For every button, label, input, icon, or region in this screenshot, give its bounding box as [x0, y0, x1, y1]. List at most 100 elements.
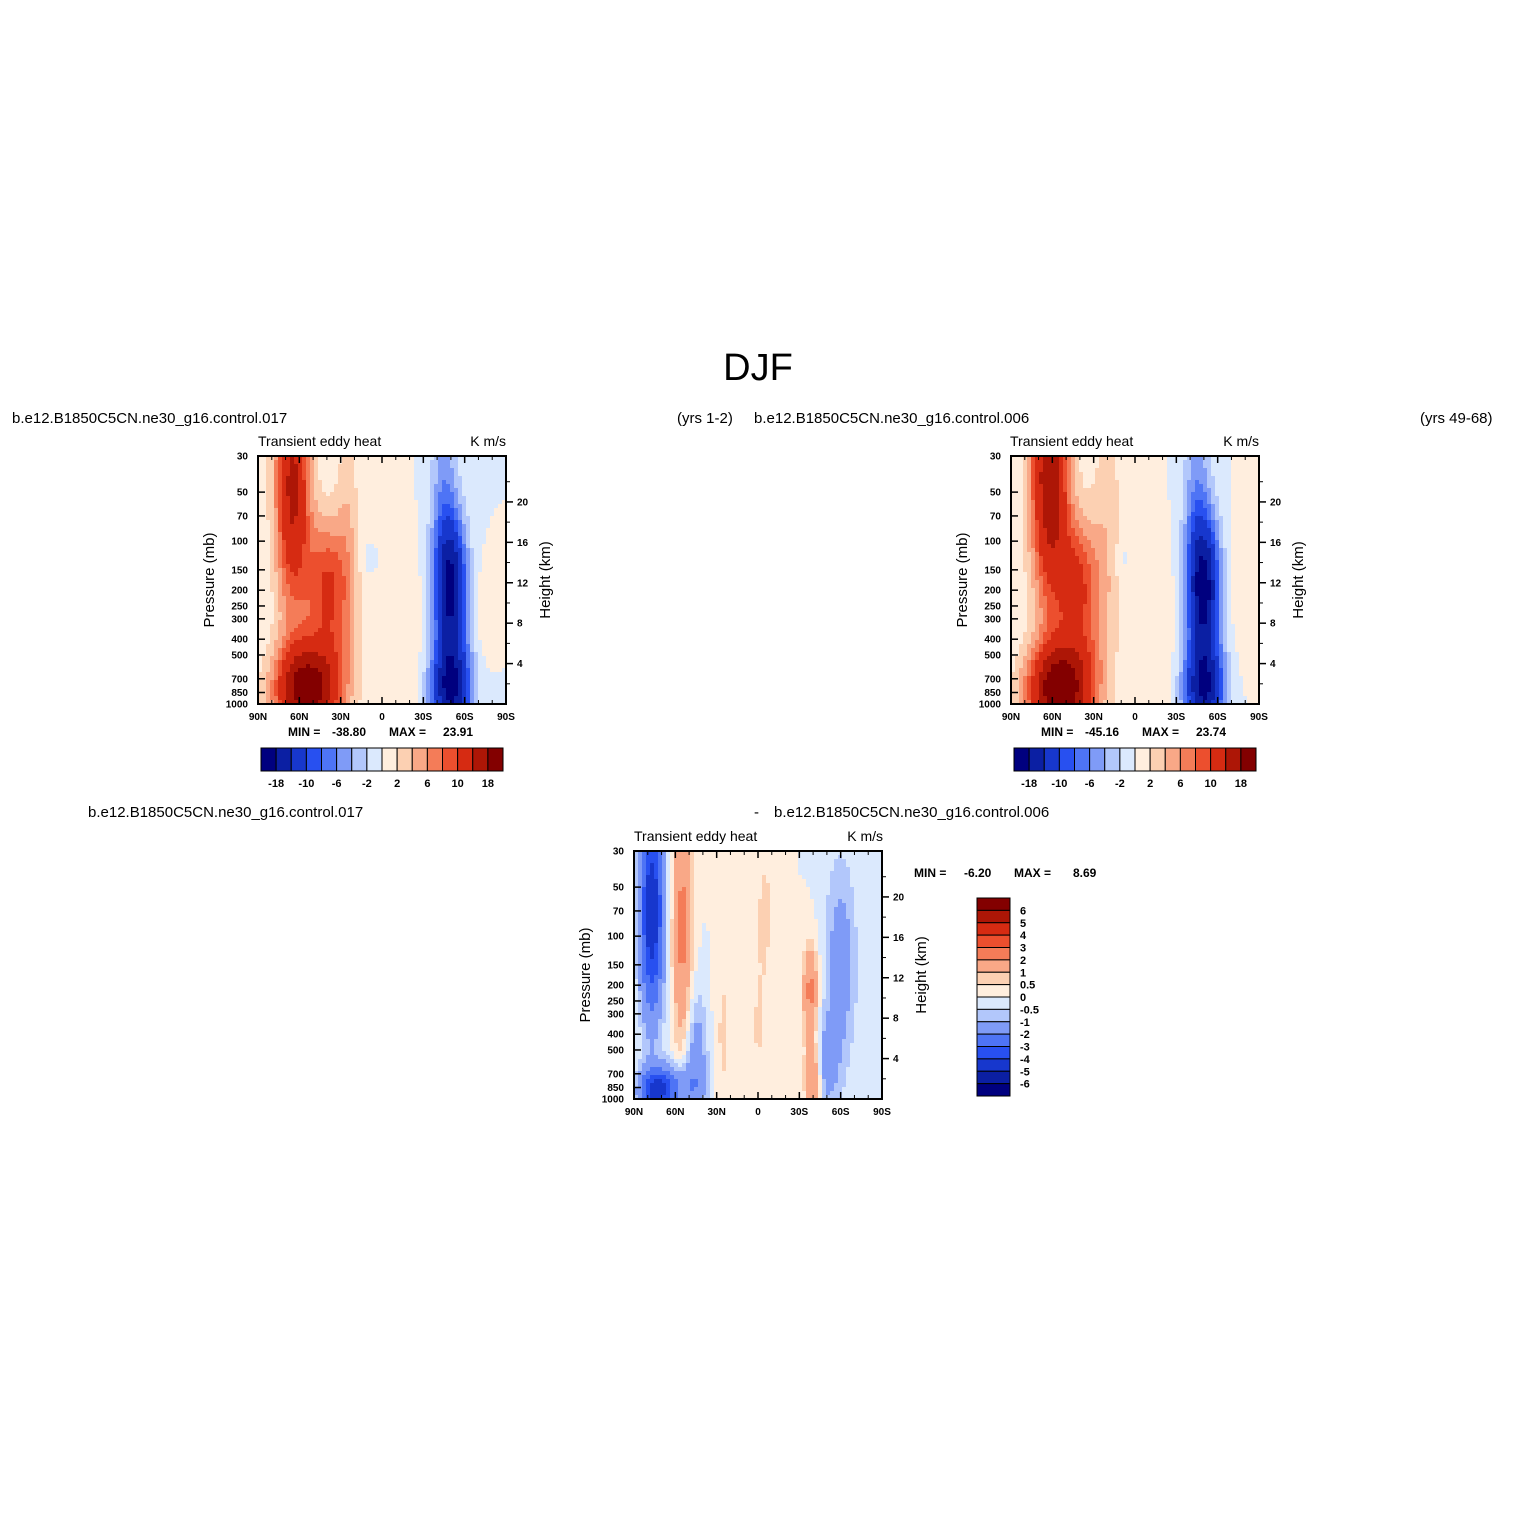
- contour-cell: [342, 660, 347, 665]
- contour-cell: [338, 624, 343, 629]
- contour-cell: [414, 552, 419, 557]
- contour-cell: [342, 580, 347, 585]
- contour-cell: [454, 668, 459, 673]
- contour-cell: [370, 696, 375, 701]
- contour-cell: [442, 540, 447, 545]
- contour-cell: [430, 688, 435, 693]
- contour-cell: [486, 476, 491, 481]
- contour-cell: [402, 672, 407, 677]
- contour-cell: [418, 480, 423, 485]
- contour-cell: [1075, 504, 1080, 509]
- contour-cell: [362, 668, 367, 673]
- contour-cell: [434, 456, 439, 461]
- contour-cell: [278, 668, 283, 673]
- contour-cell: [314, 656, 319, 661]
- contour-cell: [474, 596, 479, 601]
- contour-cell: [314, 668, 319, 673]
- contour-cell: [310, 660, 315, 665]
- contour-cell: [294, 592, 299, 597]
- contour-cell: [1071, 492, 1076, 497]
- contour-cell: [434, 568, 439, 573]
- contour-cell: [346, 608, 351, 613]
- contour-cell: [490, 468, 495, 473]
- contour-cell: [458, 484, 463, 489]
- contour-cell: [490, 584, 495, 589]
- contour-cell: [442, 636, 447, 641]
- contour-cell: [466, 548, 471, 553]
- contour-cell: [258, 628, 263, 633]
- contour-cell: [386, 676, 391, 681]
- contour-cell: [262, 492, 267, 497]
- contour-cell: [366, 480, 371, 485]
- contour-cell: [1035, 616, 1040, 621]
- contour-cell: [386, 588, 391, 593]
- contour-cell: [302, 468, 307, 473]
- contour-cell: [494, 524, 499, 529]
- contour-cell: [494, 576, 499, 581]
- contour-cell: [482, 480, 487, 485]
- contour-cell: [466, 572, 471, 577]
- contour-cell: [394, 636, 399, 641]
- contour-cell: [426, 672, 431, 677]
- contour-cell: [450, 640, 455, 645]
- contour-cell: [486, 684, 491, 689]
- contour-cell: [1035, 504, 1040, 509]
- contour-cell: [278, 656, 283, 661]
- contour-cell: [490, 480, 495, 485]
- contour-cell: [258, 680, 263, 685]
- contour-cell: [1023, 648, 1028, 653]
- contour-cell: [326, 612, 331, 617]
- contour-cell: [442, 604, 447, 609]
- contour-cell: [374, 688, 379, 693]
- contour-cell: [334, 520, 339, 525]
- contour-cell: [274, 464, 279, 469]
- contour-cell: [1027, 516, 1032, 521]
- contour-cell: [1067, 580, 1072, 585]
- contour-cell: [354, 484, 359, 489]
- contour-cell: [406, 672, 411, 677]
- contour-cell: [1067, 612, 1072, 617]
- contour-cell: [382, 620, 387, 625]
- contour-cell: [1067, 676, 1072, 681]
- contour-cell: [374, 544, 379, 549]
- contour-cell: [286, 460, 291, 465]
- contour-cell: [1047, 640, 1052, 645]
- contour-cell: [410, 504, 415, 509]
- contour-cell: [318, 652, 323, 657]
- contour-cell: [462, 636, 467, 641]
- contour-cell: [330, 680, 335, 685]
- contour-cell: [346, 624, 351, 629]
- contour-cell: [306, 556, 311, 561]
- contour-cell: [366, 620, 371, 625]
- contour-cell: [350, 656, 355, 661]
- contour-cell: [286, 608, 291, 613]
- contour-cell: [262, 500, 267, 505]
- contour-cell: [446, 524, 451, 529]
- contour-cell: [306, 640, 311, 645]
- contour-cell: [1059, 484, 1064, 489]
- contour-cell: [310, 620, 315, 625]
- y-right-tick-label: 12: [517, 578, 529, 589]
- contour-cell: [370, 628, 375, 633]
- contour-cell: [298, 692, 303, 697]
- contour-cell: [318, 640, 323, 645]
- contour-cell: [370, 508, 375, 513]
- contour-cell: [434, 588, 439, 593]
- contour-cell: [298, 492, 303, 497]
- contour-cell: [470, 652, 475, 657]
- contour-cell: [1063, 648, 1068, 653]
- contour-cell: [1035, 480, 1040, 485]
- contour-cell: [482, 472, 487, 477]
- contour-cell: [474, 544, 479, 549]
- contour-cell: [318, 684, 323, 689]
- contour-cell: [346, 512, 351, 517]
- contour-cell: [362, 600, 367, 605]
- contour-cell: [422, 640, 427, 645]
- contour-cell: [306, 504, 311, 509]
- contour-cell: [1011, 580, 1016, 585]
- contour-cell: [446, 552, 451, 557]
- contour-cell: [390, 680, 395, 685]
- contour-cell: [398, 544, 403, 549]
- contour-cell: [490, 572, 495, 577]
- contour-cell: [290, 504, 295, 509]
